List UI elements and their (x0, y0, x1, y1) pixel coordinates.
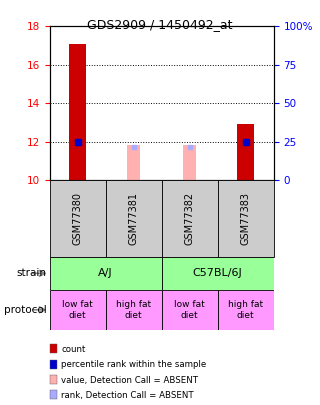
Text: count: count (61, 345, 86, 354)
Text: GSM77383: GSM77383 (241, 192, 251, 245)
Bar (218, 180, 274, 257)
Bar (162, 290, 218, 330)
Text: protocol: protocol (4, 305, 46, 315)
Bar (69, 44, 86, 180)
Text: low fat
diet: low fat diet (62, 300, 93, 320)
Text: high fat
diet: high fat diet (228, 300, 263, 320)
Text: strain: strain (16, 269, 46, 278)
Text: low fat
diet: low fat diet (174, 300, 205, 320)
Text: value, Detection Call = ABSENT: value, Detection Call = ABSENT (61, 376, 198, 385)
Bar (106, 180, 162, 257)
Bar (162, 180, 218, 257)
Bar (50, 257, 162, 290)
Bar (218, 290, 274, 330)
Text: percentile rank within the sample: percentile rank within the sample (61, 360, 207, 369)
Text: high fat
diet: high fat diet (116, 300, 151, 320)
Text: GDS2909 / 1450492_at: GDS2909 / 1450492_at (87, 18, 233, 31)
Bar (183, 145, 196, 180)
Bar (50, 180, 106, 257)
Text: GSM77380: GSM77380 (73, 192, 83, 245)
Text: GSM77381: GSM77381 (129, 192, 139, 245)
Bar (162, 257, 274, 290)
Text: A/J: A/J (98, 269, 113, 278)
Bar (237, 124, 254, 180)
Bar (50, 290, 106, 330)
Text: C57BL/6J: C57BL/6J (193, 269, 243, 278)
Bar (106, 290, 162, 330)
Text: rank, Detection Call = ABSENT: rank, Detection Call = ABSENT (61, 391, 194, 400)
Text: GSM77382: GSM77382 (185, 192, 195, 245)
Bar (127, 145, 140, 180)
